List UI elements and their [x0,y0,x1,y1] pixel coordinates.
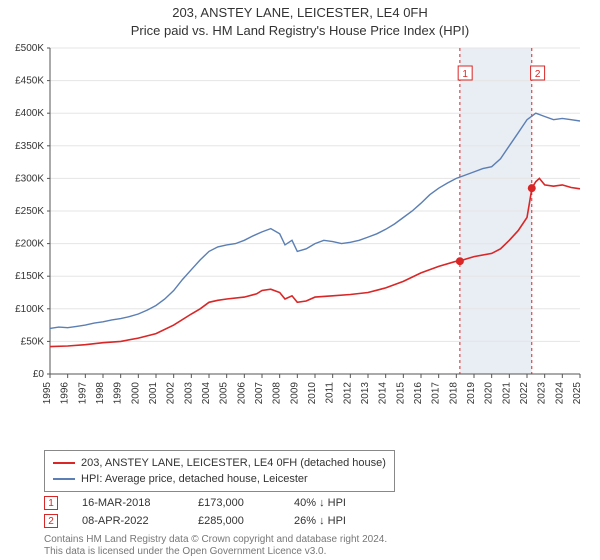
footer-line2: This data is licensed under the Open Gov… [44,546,387,558]
svg-text:£350K: £350K [15,141,44,152]
svg-text:£50K: £50K [21,336,45,347]
svg-text:£200K: £200K [15,239,44,250]
svg-text:2002: 2002 [166,382,177,405]
sale-delta: 40% ↓ HPI [294,497,374,509]
svg-text:£0: £0 [33,369,45,380]
legend-item: HPI: Average price, detached house, Leic… [53,471,386,487]
title-block: 203, ANSTEY LANE, LEICESTER, LE4 0FH Pri… [0,0,600,40]
legend-swatch [53,462,75,464]
svg-text:£500K: £500K [15,44,44,54]
sale-row: 1 16-MAR-2018 £173,000 40% ↓ HPI [44,494,374,512]
svg-text:2017: 2017 [431,382,442,405]
svg-text:1998: 1998 [95,382,106,405]
svg-text:2014: 2014 [378,382,389,405]
svg-text:2021: 2021 [501,382,512,405]
sale-date: 08-APR-2022 [82,515,174,527]
svg-text:2015: 2015 [395,382,406,405]
svg-text:2: 2 [535,69,541,80]
sale-delta: 26% ↓ HPI [294,515,374,527]
svg-text:£250K: £250K [15,206,44,217]
legend-label: 203, ANSTEY LANE, LEICESTER, LE4 0FH (de… [81,455,386,471]
sale-marker: 2 [44,514,58,528]
svg-text:2006: 2006 [236,382,247,405]
svg-text:2008: 2008 [272,382,283,405]
svg-text:1: 1 [462,69,468,80]
legend-label: HPI: Average price, detached house, Leic… [81,471,308,487]
svg-text:2022: 2022 [519,382,530,405]
svg-text:2001: 2001 [148,382,159,405]
svg-text:2012: 2012 [342,382,353,405]
footer-line1: Contains HM Land Registry data © Crown c… [44,534,387,546]
svg-text:2005: 2005 [219,382,230,405]
svg-text:2010: 2010 [307,382,318,405]
svg-text:1996: 1996 [60,382,71,405]
svg-text:£300K: £300K [15,173,44,184]
chart-title: 203, ANSTEY LANE, LEICESTER, LE4 0FH [0,4,600,22]
svg-text:£100K: £100K [15,304,44,315]
svg-text:2019: 2019 [466,382,477,405]
legend: 203, ANSTEY LANE, LEICESTER, LE4 0FH (de… [44,450,395,492]
svg-text:2000: 2000 [130,382,141,405]
sale-date: 16-MAR-2018 [82,497,174,509]
legend-item: 203, ANSTEY LANE, LEICESTER, LE4 0FH (de… [53,455,386,471]
svg-text:£400K: £400K [15,108,44,119]
footer: Contains HM Land Registry data © Crown c… [44,534,387,558]
svg-text:2007: 2007 [254,382,265,405]
svg-text:2018: 2018 [448,382,459,405]
svg-text:2011: 2011 [325,382,336,404]
chart-subtitle: Price paid vs. HM Land Registry's House … [0,22,600,40]
svg-text:2009: 2009 [289,382,300,405]
sale-row: 2 08-APR-2022 £285,000 26% ↓ HPI [44,512,374,530]
legend-swatch [53,478,75,480]
svg-text:1999: 1999 [113,382,124,405]
sale-dot [456,257,464,265]
sale-price: £285,000 [198,515,270,527]
sale-price: £173,000 [198,497,270,509]
chart-svg: £0 £50K £100K £150K £200K £250K £300K £350K £400… [0,44,600,444]
sale-marker: 1 [44,496,58,510]
svg-text:1995: 1995 [42,382,53,405]
svg-text:2013: 2013 [360,382,371,405]
svg-text:1997: 1997 [77,382,88,405]
svg-text:2004: 2004 [201,382,212,405]
svg-text:2024: 2024 [554,382,565,405]
svg-text:£450K: £450K [15,76,44,87]
svg-text:2023: 2023 [537,382,548,405]
svg-text:2016: 2016 [413,382,424,405]
chart-container: 203, ANSTEY LANE, LEICESTER, LE4 0FH Pri… [0,0,600,560]
chart-area: £0 £50K £100K £150K £200K £250K £300K £350K £400… [0,44,600,444]
sale-dot [528,184,536,192]
svg-text:£150K: £150K [15,271,44,282]
svg-text:2025: 2025 [572,382,583,405]
svg-text:2020: 2020 [484,382,495,405]
svg-text:2003: 2003 [183,382,194,405]
sales-table: 1 16-MAR-2018 £173,000 40% ↓ HPI 2 08-APR-202… [44,494,374,530]
